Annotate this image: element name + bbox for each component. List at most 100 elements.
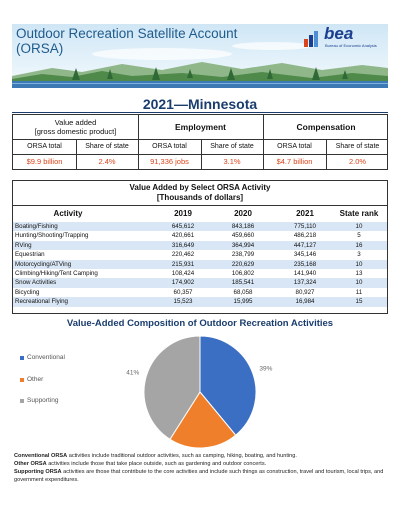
table-row: RVing 316,649 364,994 447,127 16	[13, 240, 387, 251]
cell-2021: 141,940	[293, 269, 317, 277]
pie-slice-other	[169, 391, 237, 449]
cell-rank: 10	[355, 260, 363, 268]
landscape-illustration	[12, 42, 388, 88]
title-divider	[12, 112, 388, 113]
col-2021: 2021	[296, 209, 314, 218]
cell-activity: Bicycling	[15, 288, 40, 296]
emp-total-label: ORSA total	[152, 143, 187, 150]
value-added-header: Value added [gross domestic product]	[34, 118, 117, 136]
cell-2020: 459,660	[231, 232, 255, 240]
cell-rank: 15	[355, 298, 363, 306]
cell-activity: Snow Activities	[15, 279, 57, 287]
cell-2019: 220,462	[171, 251, 195, 259]
cell-rank: 3	[357, 251, 361, 259]
col-state-rank: State rank	[339, 209, 379, 218]
logo-tagline: Bureau of Economic Analysis	[325, 43, 377, 48]
legend-swatch-other	[20, 377, 24, 382]
emp-total-value: 91,336 jobs	[150, 157, 189, 166]
cell-2020: 106,802	[231, 269, 255, 277]
activity-rows: Boating/Fishing 645,612 843,186 775,110 10 Hu…	[13, 222, 387, 307]
note-supporting: Supporting ORSA activities are those tha…	[14, 469, 384, 483]
cell-2019: 108,424	[171, 269, 195, 277]
logo-wordmark: bea	[324, 24, 354, 43]
compensation-header: Compensation	[296, 122, 356, 132]
table-row: Climbing/Hiking/Tent Camping 108,424 106,8…	[13, 269, 387, 278]
cell-2021: 137,324	[293, 279, 317, 287]
summary-table: Value added [gross domestic product] Emp…	[12, 114, 388, 170]
pie-chart: 39%20%41%	[126, 335, 273, 449]
employment-header: Employment	[174, 122, 226, 132]
table-row: Snow Activities 174,902 185,541 137,324 10	[13, 278, 387, 288]
cell-2020: 238,799	[231, 251, 255, 259]
legend-label-other: Other	[27, 376, 44, 383]
cell-activity: Motorcycling/ATVing	[15, 260, 72, 268]
cell-2020: 220,629	[231, 260, 255, 268]
table-row: Equestrian 220,462 238,799 345,146 3	[13, 250, 387, 259]
header-banner: Outdoor Recreation Satellite Account (OR…	[12, 24, 388, 88]
comp-total-value: $4.7 billion	[276, 157, 313, 166]
cell-2021: 345,146	[293, 251, 317, 259]
cell-2021: 235,168	[293, 260, 317, 268]
cell-2020: 15,995	[233, 298, 253, 306]
table-row: Hunting/Shooting/Trapping 420,661 459,660 4…	[13, 231, 387, 240]
comp-total-label: ORSA total	[277, 143, 312, 150]
cell-2019: 316,649	[171, 241, 195, 249]
note-conventional: Conventional ORSA activities include tra…	[14, 453, 297, 459]
cell-activity: Recreational Flying	[15, 298, 68, 306]
legend-label-conventional: Conventional	[27, 354, 65, 361]
legend-label-supporting: Supporting	[27, 397, 59, 404]
va-total-value: $9.9 billion	[26, 157, 63, 166]
pie-label-supporting: 41%	[126, 370, 139, 377]
cell-rank: 10	[355, 223, 363, 230]
pie-slice-supporting	[143, 335, 201, 440]
pie-label-conventional: 39%	[259, 365, 272, 372]
legend-swatch-conventional	[20, 355, 24, 360]
va-total-label: ORSA total	[27, 143, 62, 150]
definitions-notes: Conventional ORSA activities include tra…	[14, 452, 386, 484]
legend-supporting: Supporting	[20, 397, 58, 404]
cell-2021: 775,110	[294, 223, 316, 230]
legend-other: Other	[20, 376, 43, 383]
pie-slice-conventional	[199, 335, 257, 436]
activity-table-title: Value Added by Select ORSA Activity [Tho…	[129, 183, 271, 202]
cell-activity: Climbing/Hiking/Tent Camping	[15, 269, 98, 277]
table-row: Boating/Fishing 645,612 843,186 775,110 10	[13, 222, 387, 232]
cell-activity: RVing	[15, 241, 32, 249]
legend-swatch-supporting	[20, 398, 24, 403]
page-title-abbrev: (ORSA)	[16, 41, 64, 56]
va-share-value: 2.4%	[98, 157, 116, 166]
cell-2020: 68,058	[233, 288, 253, 296]
cell-activity: Equestrian	[15, 251, 45, 259]
table-row: Bicycling 60,357 68,058 80,927 11	[13, 288, 387, 297]
cell-2021: 16,984	[295, 298, 315, 306]
cell-2020: 185,541	[231, 279, 255, 287]
va-share-label: Share of state	[85, 143, 129, 150]
table-row: Recreational Flying 15,523 15,995 16,984 15	[13, 297, 387, 307]
cell-2019: 174,902	[171, 279, 195, 287]
cell-rank: 11	[355, 288, 363, 296]
legend-conventional: Conventional	[20, 354, 65, 361]
cell-2019: 60,357	[173, 288, 193, 296]
cell-2019: 645,612	[171, 223, 195, 230]
col-2020: 2020	[234, 209, 252, 218]
cell-2021: 80,927	[295, 288, 315, 296]
cell-2020: 843,186	[231, 223, 255, 230]
bea-mark-icon	[304, 31, 318, 47]
emp-share-value: 3.1%	[223, 157, 241, 166]
cell-activity: Boating/Fishing	[15, 223, 58, 230]
comp-share-value: 2.0%	[348, 157, 367, 166]
col-activity: Activity	[53, 209, 83, 218]
cell-rank: 16	[355, 241, 363, 249]
bea-logo: bea Bureau of Economic Analysis	[304, 24, 384, 55]
cell-2021: 486,218	[293, 232, 317, 240]
comp-share-label: Share of state	[335, 143, 380, 150]
cell-rank: 10	[355, 279, 363, 287]
table-row: Motorcycling/ATVing 215,931 220,629 235,168…	[13, 259, 387, 269]
page-title: Outdoor Recreation Satellite Account	[16, 26, 238, 41]
cell-2019: 420,661	[171, 232, 195, 240]
cell-2019: 215,931	[171, 260, 195, 268]
state-year-title: 2021—Minnesota	[142, 96, 258, 112]
cell-activity: Hunting/Shooting/Trapping	[15, 232, 89, 240]
note-other: Other ORSA activities include those that…	[14, 461, 267, 467]
